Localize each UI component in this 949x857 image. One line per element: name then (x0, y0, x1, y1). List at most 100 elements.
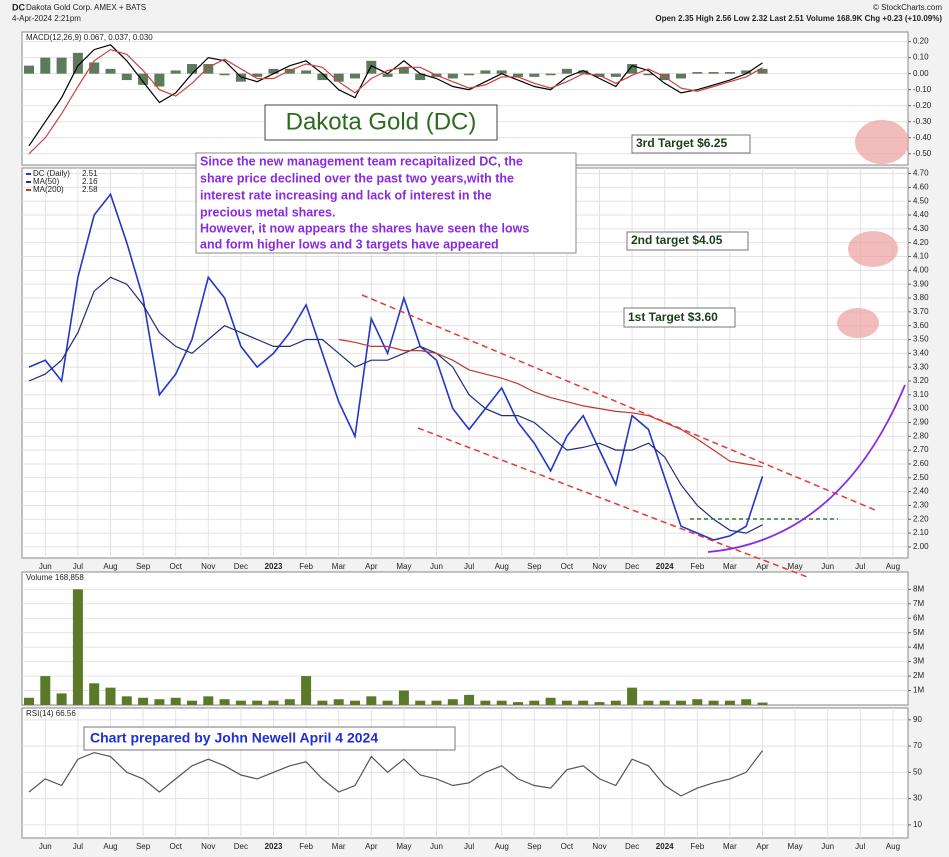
y-tick-label: 0.00 (913, 69, 929, 78)
note-box (195, 152, 577, 254)
bar (121, 73, 132, 81)
x-tick-label: Dec (234, 842, 248, 851)
bar (301, 70, 312, 74)
x-tick-label: May (396, 842, 411, 851)
y-tick-label: -0.10 (913, 85, 932, 94)
bar (643, 700, 654, 705)
y-tick-label: 3.00 (913, 404, 929, 413)
target-label: 3rd Target $6.25 (636, 136, 727, 150)
x-tick-label: Feb (299, 562, 313, 571)
bar (398, 67, 409, 74)
y-tick-label: 2.40 (913, 487, 929, 496)
note-line: and form higher lows and 3 targets have … (200, 237, 499, 251)
bar (89, 683, 100, 705)
chart-title: Dakota Gold (DC) (286, 108, 477, 135)
target-label: 2nd target $4.05 (631, 233, 723, 247)
bar (105, 68, 116, 74)
y-tick-label: 4.10 (913, 252, 929, 261)
y-tick-label: 3.10 (913, 390, 929, 399)
y-tick-label: 2.90 (913, 418, 929, 427)
x-tick-label: Aug (495, 842, 509, 851)
bar (561, 700, 572, 705)
x-tick-label: Jun (39, 562, 52, 571)
bar (219, 699, 230, 705)
bar (561, 68, 572, 74)
x-tick-label: Mar (332, 842, 346, 851)
y-tick-label: 3M (913, 657, 924, 666)
y-tick-label: 10 (913, 820, 922, 829)
bar (578, 70, 589, 74)
y-tick-label: 5M (913, 628, 924, 637)
y-tick-label: 7M (913, 599, 924, 608)
bar (24, 697, 34, 705)
x-tick-label: Dec (625, 562, 639, 571)
bar (350, 700, 360, 705)
bar (513, 702, 523, 705)
bar (724, 72, 735, 74)
y-tick-label: 8M (913, 584, 924, 593)
y-tick-label: 3.60 (913, 321, 929, 330)
bar (545, 697, 556, 705)
x-tick-label: Aug (103, 562, 117, 571)
source: © StockCharts.com (873, 3, 942, 12)
y-tick-label: 2M (913, 671, 924, 680)
x-tick-label: Jul (464, 842, 474, 851)
x-tick-label: Sep (136, 842, 151, 851)
x-tick-label: Aug (103, 842, 117, 851)
y-tick-label: 3.20 (913, 376, 929, 385)
bar (480, 70, 491, 74)
y-tick-label: 3.70 (913, 307, 929, 316)
bar (757, 68, 768, 74)
bar (382, 73, 393, 77)
y-tick-label: 4.00 (913, 265, 929, 274)
bar (627, 687, 638, 705)
note-line: interest rate increasing and lack of int… (200, 188, 492, 202)
bar (676, 700, 686, 705)
x-tick-label: 2024 (656, 562, 674, 571)
channel-top (361, 294, 876, 511)
bar (415, 73, 426, 81)
target-circle (855, 120, 909, 164)
x-tick-label: Dec (234, 562, 248, 571)
bar (610, 73, 621, 77)
bar (24, 65, 34, 74)
x-tick-label: 2023 (265, 842, 283, 851)
x-tick-label: 2023 (265, 562, 283, 571)
y-tick-label: 2.10 (913, 528, 929, 537)
y-tick-label: 0.20 (913, 37, 929, 46)
bar (366, 60, 377, 74)
x-tick-label: Aug (886, 842, 900, 851)
bar (219, 73, 230, 76)
x-tick-label: Oct (561, 842, 574, 851)
legend: Volume 168,858 (26, 573, 84, 582)
bar (138, 697, 149, 705)
y-tick-label: 3.30 (913, 362, 929, 371)
legend-name: MA(200) (33, 185, 64, 194)
y-tick-label: 0.10 (913, 53, 929, 62)
x-tick-label: Jul (73, 842, 83, 851)
x-tick-label: Mar (723, 562, 737, 571)
y-tick-label: 4M (913, 642, 924, 651)
legend-name: MA(50) (33, 177, 60, 186)
x-tick-label: Apr (756, 562, 769, 571)
y-tick-label: 2.80 (913, 431, 929, 440)
bar (496, 70, 507, 74)
x-tick-label: Apr (365, 842, 378, 851)
quote: Open 2.35 High 2.56 Low 2.32 Last 2.51 V… (655, 14, 942, 23)
x-tick-label: Jul (855, 562, 865, 571)
x-tick-label: Feb (299, 842, 313, 851)
legend-name: DC (Daily) (33, 169, 70, 178)
x-tick-label: Jul (464, 562, 474, 571)
x-tick-label: Aug (495, 562, 509, 571)
x-tick-label: Nov (201, 842, 215, 851)
credit: Chart prepared by John Newell April 4 20… (90, 730, 378, 746)
y-tick-label: 3.50 (913, 335, 929, 344)
x-tick-label: Sep (527, 842, 542, 851)
line (28, 44, 763, 147)
credit-box (83, 726, 456, 751)
legend-value: 2.16 (82, 177, 98, 186)
y-tick-label: 2.60 (913, 459, 929, 468)
x-tick-label: Nov (201, 562, 215, 571)
y-tick-label: 30 (913, 794, 922, 803)
bar (333, 699, 344, 705)
